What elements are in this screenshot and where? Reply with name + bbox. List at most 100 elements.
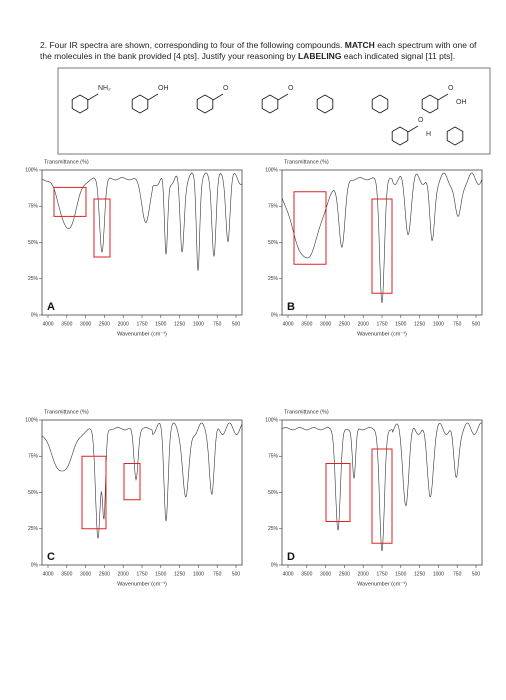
y-tick-label: 0% — [31, 312, 39, 318]
ring — [196, 94, 214, 114]
y-tick-label: 75% — [28, 454, 39, 460]
spectrum-trace — [41, 422, 243, 539]
x-tick-label: 1250 — [414, 571, 425, 577]
ring — [131, 94, 149, 114]
question-text: each indicated signal [11 pts]. — [341, 51, 456, 61]
atom-label: O — [288, 85, 294, 92]
x-tick-label: 750 — [453, 571, 462, 577]
ring — [371, 94, 389, 114]
ring — [446, 126, 464, 146]
x-tick-label: 2000 — [358, 571, 369, 577]
x-tick-label: 500 — [232, 321, 241, 327]
x-tick-label: 3000 — [320, 321, 331, 327]
y-tick-label: 0% — [31, 562, 39, 568]
y-tick-label: 50% — [28, 490, 39, 496]
y-tick-label: 25% — [28, 276, 39, 282]
question-text: each spectrum with one of the molecules … — [40, 40, 477, 61]
plot-frame — [41, 169, 243, 316]
highlight-box — [81, 455, 107, 530]
x-tick-label: 1250 — [174, 571, 185, 577]
x-axis-title: Wavenumber (cm⁻¹) — [357, 331, 407, 337]
x-tick-label: 3000 — [80, 321, 91, 327]
atom-label: OH — [456, 99, 467, 106]
question-number: 2. — [40, 40, 48, 50]
x-tick-label: 1250 — [414, 321, 425, 327]
y-tick-label: 50% — [28, 240, 39, 246]
bond — [147, 93, 159, 101]
y-axis-title: Transmittance (%) — [284, 409, 329, 415]
atom-label: O — [418, 117, 424, 124]
spectrum-label: A — [47, 301, 55, 313]
y-tick-label: 100% — [265, 417, 278, 423]
x-tick-label: 3500 — [301, 571, 312, 577]
bond — [277, 93, 289, 101]
x-tick-label: 3500 — [61, 321, 72, 327]
y-tick-label: 50% — [268, 240, 279, 246]
y-tick-label: 25% — [28, 526, 39, 532]
x-tick-label: 1000 — [193, 321, 204, 327]
bond — [437, 93, 449, 101]
x-axis-title: Wavenumber (cm⁻¹) — [117, 581, 167, 587]
x-tick-label: 1000 — [193, 571, 204, 577]
x-axis-title: Wavenumber (cm⁻¹) — [117, 331, 167, 337]
x-tick-label: 1750 — [376, 321, 387, 327]
x-tick-label: 2500 — [99, 571, 110, 577]
bond — [212, 93, 224, 101]
atom-label: O — [448, 85, 454, 92]
y-tick-label: 100% — [265, 167, 278, 173]
spectrum-trace — [281, 422, 483, 552]
highlight-box — [53, 186, 87, 217]
x-tick-label: 3000 — [80, 571, 91, 577]
x-tick-label: 2000 — [118, 321, 129, 327]
y-tick-label: 100% — [25, 417, 38, 423]
x-tick-label: 1500 — [155, 571, 166, 577]
y-tick-label: 75% — [268, 204, 279, 210]
x-tick-label: 2500 — [99, 321, 110, 327]
x-tick-label: 4000 — [282, 321, 293, 327]
ring — [261, 94, 279, 114]
atom-label: OH — [158, 85, 169, 92]
y-tick-label: 50% — [268, 490, 279, 496]
x-tick-label: 4000 — [282, 571, 293, 577]
spectrum-label: D — [287, 551, 295, 563]
y-axis-title: Transmittance (%) — [44, 409, 89, 415]
x-tick-label: 750 — [213, 321, 222, 327]
x-axis-title: Wavenumber (cm⁻¹) — [357, 581, 407, 587]
bond — [407, 125, 419, 133]
x-tick-label: 1250 — [174, 321, 185, 327]
x-tick-label: 1500 — [395, 571, 406, 577]
x-tick-label: 500 — [472, 571, 481, 577]
highlight-box — [371, 448, 393, 544]
x-tick-label: 3500 — [61, 571, 72, 577]
spectrum-trace — [41, 172, 243, 271]
spectrum-label: C — [47, 551, 55, 563]
x-tick-label: 2000 — [358, 321, 369, 327]
x-tick-label: 750 — [453, 321, 462, 327]
x-tick-label: 1500 — [395, 321, 406, 327]
highlight-box — [371, 198, 393, 294]
question-text: Four IR spectra are shown, corresponding… — [49, 40, 345, 50]
x-tick-label: 3500 — [301, 321, 312, 327]
y-tick-label: 0% — [271, 562, 279, 568]
x-tick-label: 4000 — [42, 321, 53, 327]
x-tick-label: 1000 — [433, 321, 444, 327]
y-tick-label: 75% — [268, 454, 279, 460]
y-tick-label: 0% — [271, 312, 279, 318]
x-tick-label: 2500 — [339, 571, 350, 577]
x-tick-label: 1500 — [155, 321, 166, 327]
question: 2. Four IR spectra are shown, correspond… — [40, 40, 490, 62]
y-tick-label: 25% — [268, 276, 279, 282]
ring — [421, 94, 439, 114]
y-axis-title: Transmittance (%) — [44, 159, 89, 165]
spectrum-label: B — [287, 301, 295, 313]
bond — [87, 93, 99, 101]
x-tick-label: 750 — [213, 571, 222, 577]
ring — [316, 94, 334, 114]
y-tick-label: 75% — [28, 204, 39, 210]
y-tick-label: 100% — [25, 167, 38, 173]
atom-label: O — [223, 85, 229, 92]
emphasis: MATCH — [344, 40, 375, 50]
atom-label: NH₂ — [98, 85, 111, 92]
